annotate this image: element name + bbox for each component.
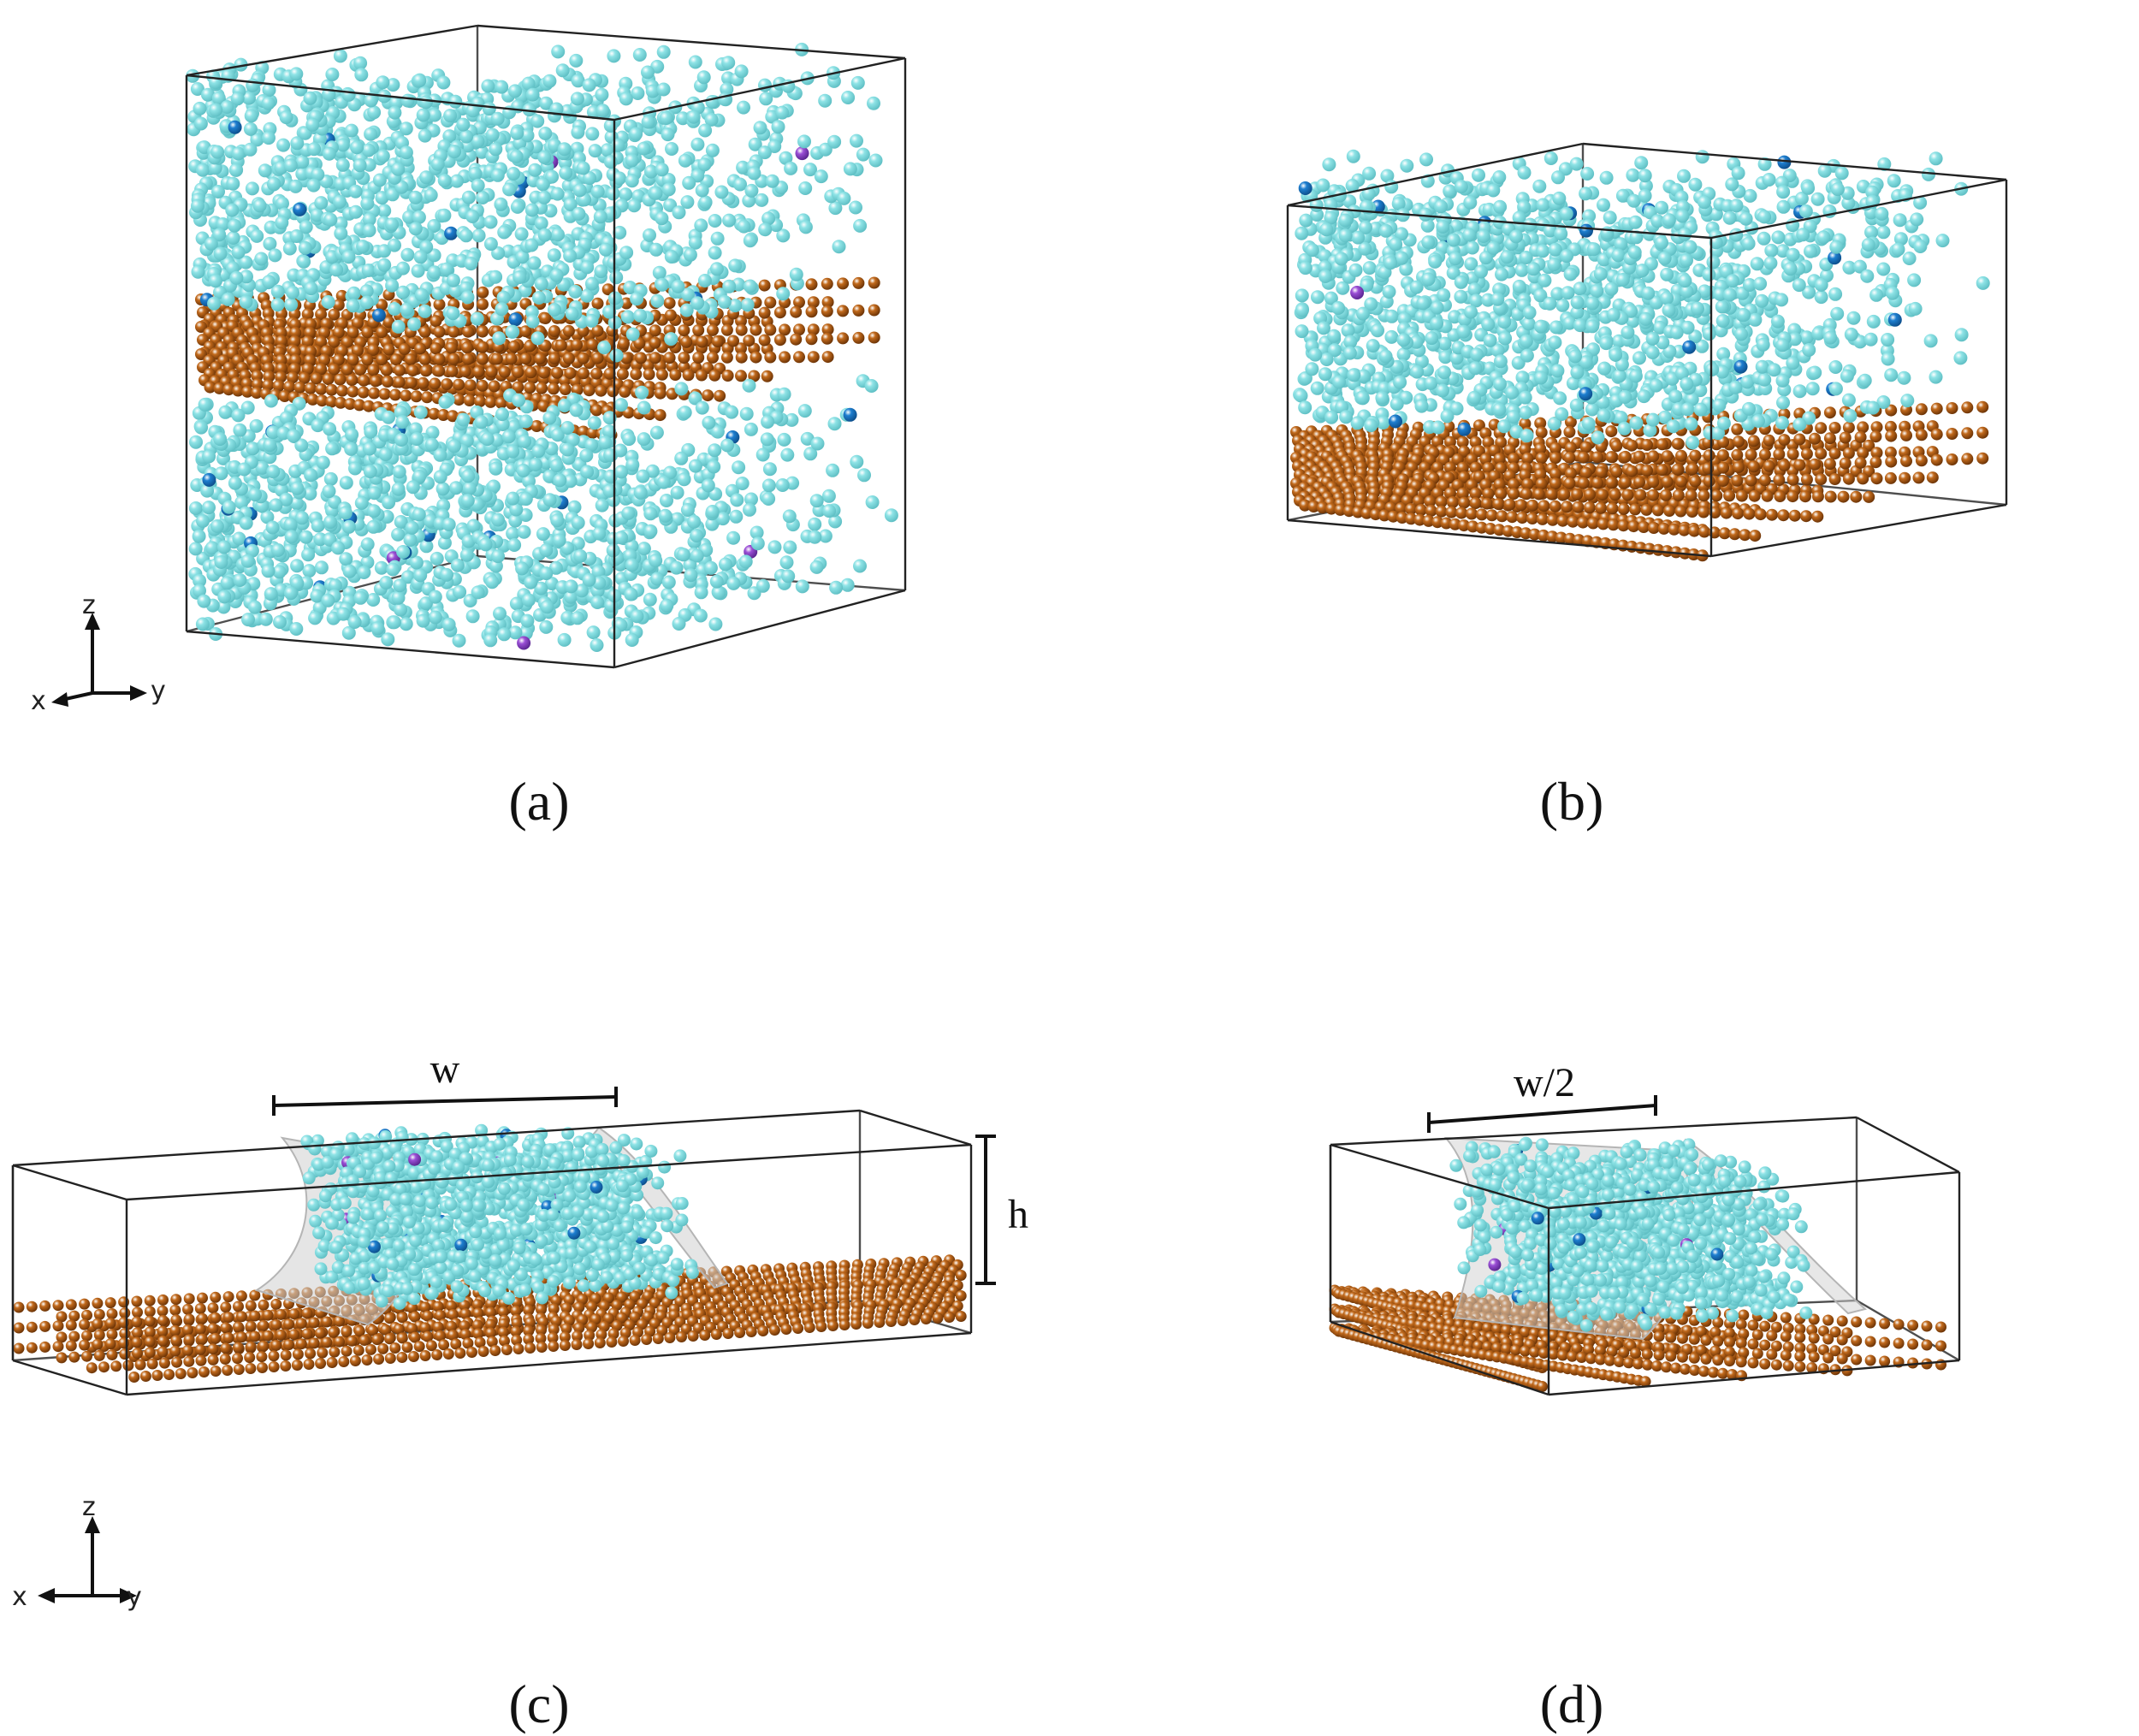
axis-triad-bottom	[38, 1516, 137, 1603]
panel-b-label: (b)	[1540, 770, 1604, 833]
panel-c-simulation-box	[13, 1087, 996, 1395]
axis-x-label-top: x	[31, 686, 46, 716]
panel-a-simulation-box	[186, 26, 905, 667]
panel-c-width-label: w	[430, 1046, 460, 1093]
panel-d-width-bar	[1429, 1105, 1656, 1123]
axis-triad-top	[51, 613, 147, 707]
panel-a-label: (a)	[508, 770, 569, 833]
panel-d-label: (d)	[1540, 1673, 1604, 1736]
panel-c-height-label: h	[1008, 1191, 1028, 1238]
axis-z-label-top: z	[82, 590, 96, 620]
panel-c-label: (c)	[508, 1673, 569, 1736]
panel-c-width-bar	[274, 1097, 616, 1105]
panel-d-width-label: w/2	[1514, 1059, 1575, 1106]
panel-b-simulation-box	[1288, 144, 2006, 561]
axis-x-label-bottom: x	[12, 1582, 27, 1612]
axis-y-label-bottom: y	[127, 1582, 142, 1612]
panel-d-simulation-box	[1330, 1095, 1960, 1395]
axis-y-label-top: y	[151, 676, 166, 706]
axis-z-label-bottom: z	[82, 1492, 96, 1522]
panel-b-solvent-atoms	[1293, 150, 1990, 450]
